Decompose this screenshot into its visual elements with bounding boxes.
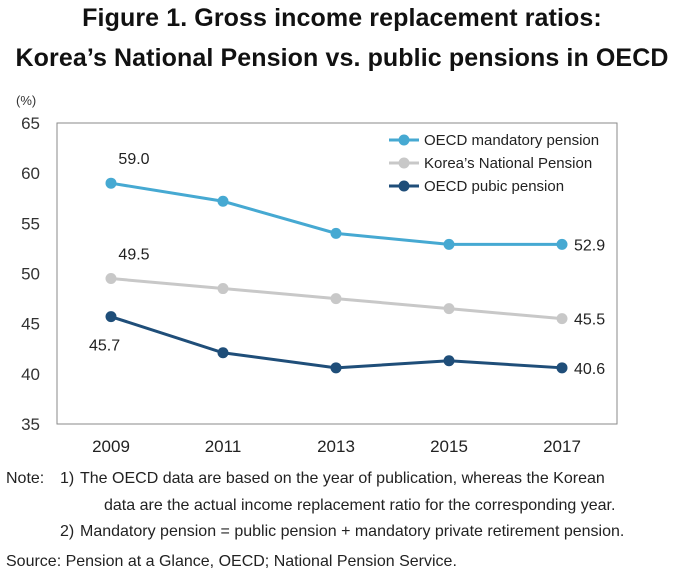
legend-marker	[398, 180, 410, 192]
legend-entry: OECD pubic pension	[424, 178, 564, 195]
chart-data-labels: 59.0 52.9 49.5 45.5 45.7 40.6	[89, 151, 605, 378]
data-point	[443, 303, 455, 315]
note-label: Note:	[6, 470, 45, 487]
y-axis-label: (%)	[16, 93, 36, 108]
legend-entry: Korea’s National Pension	[424, 155, 592, 172]
note1-line1: The OECD data are based on the year of p…	[80, 470, 605, 487]
data-point	[217, 195, 229, 207]
y-tick-label: 35	[21, 415, 40, 434]
note2-text: Mandatory pension = public pension + man…	[80, 523, 625, 540]
data-point	[330, 227, 342, 239]
data-point	[105, 273, 117, 285]
chart-legend: OECD mandatory pension Korea’s National P…	[389, 132, 599, 195]
x-tick-label: 2013	[317, 437, 355, 456]
data-label: 45.7	[89, 338, 120, 355]
x-tick-label: 2015	[430, 437, 468, 456]
data-point	[556, 313, 568, 325]
x-tick-label: 2017	[543, 437, 581, 456]
series-line	[110, 315, 563, 370]
data-label: 49.5	[118, 247, 149, 264]
y-tick-label: 50	[21, 265, 40, 284]
data-point	[105, 177, 117, 189]
chart-title-line2: Korea’s National Pension vs. public pens…	[15, 44, 669, 72]
x-tick-label: 2011	[205, 437, 242, 456]
data-point	[443, 355, 455, 367]
data-point	[217, 283, 229, 295]
y-tick-label: 65	[21, 114, 40, 133]
data-label: 40.6	[574, 361, 605, 378]
y-tick-label: 40	[21, 365, 40, 384]
chart-series	[105, 177, 568, 374]
data-point	[556, 238, 568, 250]
chart-title-line1: Figure 1. Gross income replacement ratio…	[82, 4, 602, 32]
data-point	[105, 311, 117, 323]
data-point	[443, 238, 455, 250]
legend-marker	[398, 134, 410, 146]
x-tick-label: 2009	[92, 437, 130, 456]
legend-entry: OECD mandatory pension	[424, 132, 599, 149]
note1-line2: data are the actual income replacement r…	[104, 497, 616, 514]
plot-frame	[56, 122, 618, 425]
source-note: Source: Pension at a Glance, OECD; Natio…	[6, 553, 457, 570]
data-label: 59.0	[118, 151, 149, 168]
y-tick-label: 55	[21, 214, 40, 233]
data-point	[330, 362, 342, 374]
note2-number: 2)	[60, 523, 75, 540]
chart-axes: 35 40 45 50 55 60 65 (%) 2009 2011 2013 2015 2017	[16, 93, 618, 456]
y-tick-label: 60	[21, 164, 40, 183]
legend-marker	[398, 157, 410, 169]
data-point	[330, 293, 342, 305]
data-label: 52.9	[574, 237, 605, 254]
y-tick-label: 45	[21, 315, 40, 334]
data-label: 45.5	[574, 312, 605, 329]
data-point	[217, 347, 229, 359]
note1-number: 1)	[60, 470, 75, 487]
line-chart: 35 40 45 50 55 60 65 (%) 2009 2011 2013 2015 2017 59…	[16, 93, 618, 456]
data-point	[556, 362, 568, 374]
